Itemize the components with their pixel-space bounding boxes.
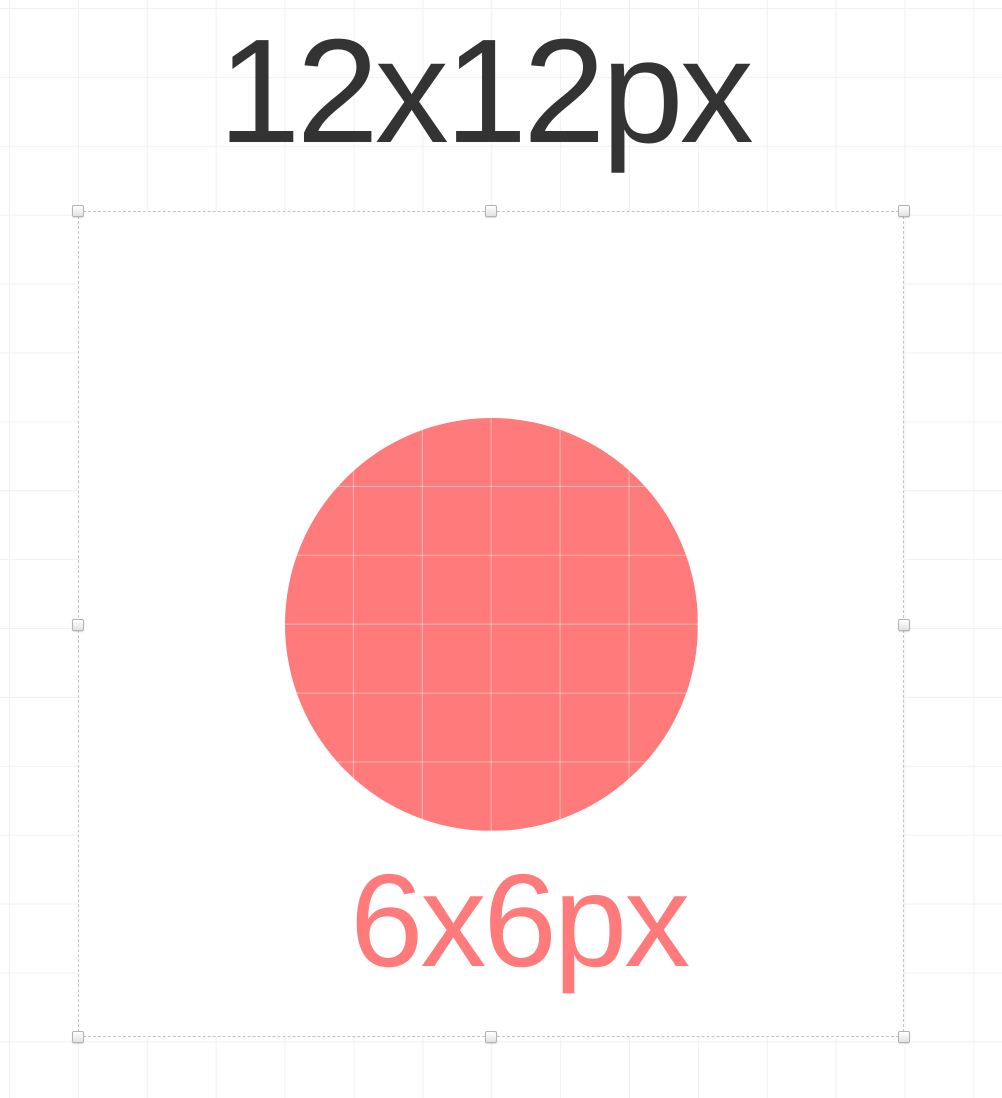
outer-size-label: 12x12px: [218, 9, 754, 174]
resize-handle-bottom-left[interactable]: [72, 1031, 84, 1043]
resize-handle-middle-left[interactable]: [72, 619, 84, 631]
resize-handle-top-left[interactable]: [72, 205, 84, 217]
resize-handle-bottom-center[interactable]: [485, 1031, 497, 1043]
resize-handle-top-right[interactable]: [898, 205, 910, 217]
resize-handle-middle-right[interactable]: [898, 619, 910, 631]
resize-handle-bottom-right[interactable]: [898, 1031, 910, 1043]
resize-handle-top-center[interactable]: [485, 205, 497, 217]
inner-size-label: 6x6px: [350, 847, 690, 994]
inner-circle: [285, 418, 698, 831]
